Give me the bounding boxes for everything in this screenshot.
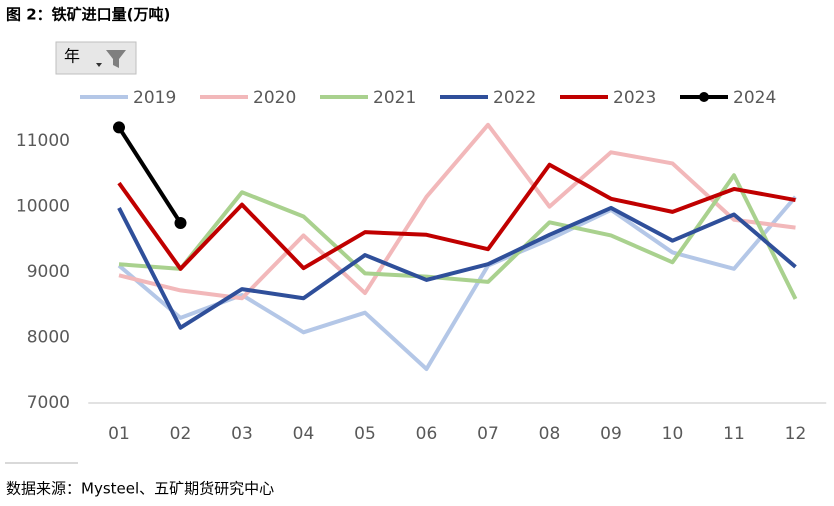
legend-label: 2020 <box>253 88 296 108</box>
filter-label[interactable]: 年 <box>64 47 80 66</box>
x-tick-label: 01 <box>108 424 130 444</box>
point-marker <box>113 121 125 134</box>
x-tick-label: 04 <box>293 424 315 444</box>
x-tick-label: 10 <box>662 424 684 444</box>
series-line <box>117 205 797 330</box>
y-tick-label: 9000 <box>27 262 70 282</box>
series-line <box>117 126 183 225</box>
legend-label: 2023 <box>613 88 656 108</box>
legend-marker <box>699 92 709 102</box>
legend-label: 2024 <box>733 88 776 108</box>
x-tick-label: 06 <box>416 424 438 444</box>
source-note: 数据来源：Mysteel、五矿期货研究中心 <box>6 480 274 498</box>
x-tick-label: 09 <box>600 424 622 444</box>
series-line <box>117 195 798 371</box>
legend-label: 2019 <box>133 88 176 108</box>
point-marker <box>174 217 187 229</box>
legend-label: 2021 <box>373 88 416 108</box>
chart-title: 图 2：铁矿进口量(万吨) <box>6 6 170 24</box>
legend-label: 2022 <box>493 88 536 108</box>
y-tick-label: 10000 <box>16 197 70 217</box>
x-tick-label: 12 <box>785 424 807 444</box>
series-line <box>117 162 796 271</box>
x-tick-label: 03 <box>231 424 253 444</box>
x-tick-label: 05 <box>354 424 376 444</box>
series-line <box>118 173 798 300</box>
funnel-icon <box>106 50 126 68</box>
x-tick-label: 07 <box>477 424 499 444</box>
filter-button[interactable]: 年 <box>55 41 137 75</box>
filter-box[interactable] <box>55 41 137 75</box>
x-tick-label: 11 <box>723 424 745 444</box>
dropdown-arrow <box>96 63 102 67</box>
x-tick-label: 02 <box>170 424 192 444</box>
y-tick-label: 8000 <box>27 328 70 348</box>
y-tick-label: 7000 <box>27 393 70 413</box>
x-tick-label: 08 <box>539 424 561 444</box>
y-tick-label: 11000 <box>16 131 70 151</box>
